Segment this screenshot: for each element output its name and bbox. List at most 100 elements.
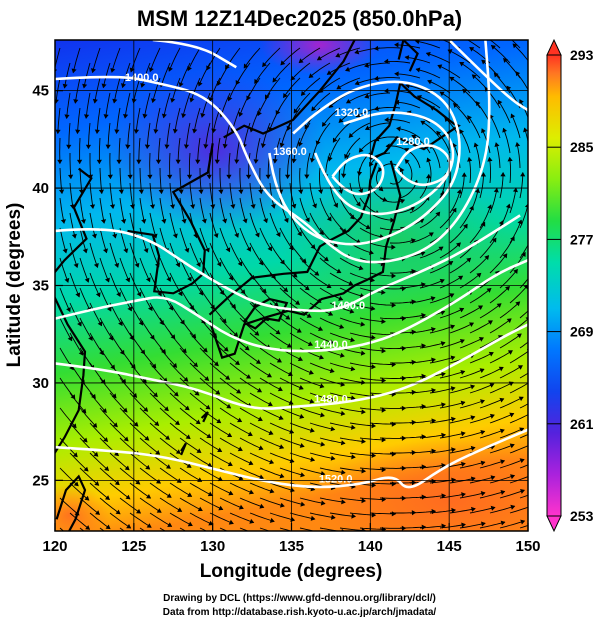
streamline [199, 347, 219, 367]
streamline [239, 377, 262, 393]
streamline [190, 77, 201, 103]
streamline-arrow [481, 128, 486, 134]
streamline [429, 293, 455, 304]
streamline-arrow [60, 219, 66, 224]
streamline-arrow [354, 80, 360, 86]
streamline [459, 305, 483, 319]
streamline-arrow [262, 62, 267, 68]
streamline-arrow [228, 519, 234, 525]
streamline [530, 252, 544, 274]
streamline-arrow [75, 129, 81, 135]
streamline [293, 137, 301, 163]
streamline-arrow [228, 490, 234, 496]
streamline-arrow [97, 321, 103, 327]
streamline-arrow [146, 523, 152, 528]
streamline-arrow [73, 99, 79, 104]
streamline-arrow [82, 437, 88, 443]
streamline-arrow [218, 189, 224, 195]
streamline [96, 107, 101, 134]
streamline-arrow [310, 515, 316, 521]
streamline [495, 142, 501, 169]
streamline-arrow [391, 244, 396, 250]
streamline [122, 62, 131, 88]
streamline-arrow [419, 218, 425, 224]
streamline [119, 197, 125, 224]
contour-line [55, 40, 491, 264]
streamline [228, 152, 231, 179]
streamline [116, 107, 121, 134]
streamline-arrow [283, 92, 288, 98]
streamline-arrow [68, 174, 74, 180]
streamline-arrow [177, 507, 183, 512]
streamline [359, 527, 386, 530]
streamline [348, 122, 371, 138]
streamline [339, 437, 366, 443]
streamline-arrow [184, 405, 190, 411]
streamline-arrow [147, 305, 153, 311]
streamline [509, 476, 528, 484]
contour-label: 1520.0 [319, 473, 353, 485]
streamline-arrow [480, 429, 486, 435]
streamline-arrow [205, 404, 211, 410]
streamline [321, 107, 341, 127]
streamline-arrow [396, 126, 401, 132]
streamline-arrow [238, 475, 244, 481]
streamline [299, 407, 325, 417]
streamline-arrow [95, 292, 101, 298]
streamline [409, 297, 436, 304]
streamline [177, 137, 181, 164]
streamline-arrow [198, 189, 204, 195]
streamline-arrow [193, 362, 198, 368]
streamline-arrow [291, 158, 297, 164]
streamline-arrow [136, 159, 142, 165]
streamline [99, 497, 121, 515]
streamline-arrow [273, 301, 279, 307]
streamline [299, 167, 302, 194]
streamline [199, 527, 208, 531]
streamline [298, 122, 311, 147]
streamline [289, 392, 314, 403]
streamline-arrow [172, 128, 178, 134]
streamline [69, 332, 84, 356]
streamline [499, 333, 522, 349]
streamline [239, 227, 251, 252]
streamline [219, 497, 244, 509]
contour-line [313, 111, 455, 216]
streamline-arrow [105, 524, 111, 530]
streamline-arrow [425, 51, 431, 57]
streamline [389, 270, 416, 274]
streamline-arrow [96, 540, 100, 544]
coastline [55, 474, 87, 531]
streamline [309, 182, 317, 208]
streamline-arrow [513, 268, 518, 274]
streamline-arrow [227, 432, 233, 437]
streamline [468, 157, 472, 184]
streamline-arrow [381, 437, 387, 443]
streamline [98, 137, 101, 164]
streamline [499, 269, 518, 289]
contour-line [331, 153, 385, 196]
streamline [169, 332, 187, 354]
streamline-arrow [518, 396, 524, 402]
streamline [519, 372, 528, 379]
streamline-arrow [381, 289, 386, 295]
streamline-arrow [460, 369, 466, 375]
streamline [219, 527, 229, 531]
streamline [239, 257, 255, 280]
streamline-arrow [84, 277, 90, 283]
streamline [429, 356, 455, 364]
streamline-arrow [149, 204, 156, 209]
streamline [489, 381, 514, 394]
streamline [509, 284, 528, 304]
streamline [319, 257, 342, 274]
streamline-arrow [175, 449, 181, 454]
streamline [289, 512, 315, 520]
streamline-arrow [105, 144, 111, 150]
streamline-arrow [538, 396, 542, 400]
streamline-arrow [350, 337, 355, 343]
streamline-arrow [93, 263, 99, 269]
streamline [187, 47, 201, 71]
streamline-arrow [299, 443, 305, 448]
contour-label: 1280.0 [396, 136, 430, 148]
streamline [259, 227, 272, 252]
